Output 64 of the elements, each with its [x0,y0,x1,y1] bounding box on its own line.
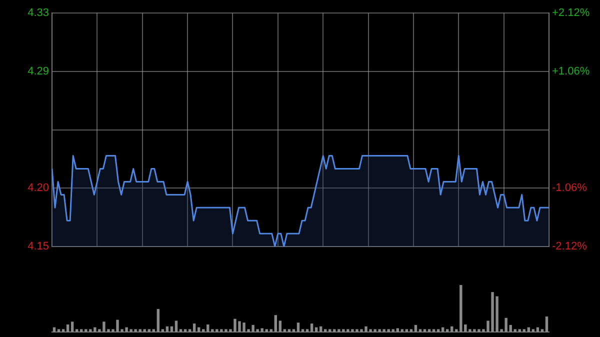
bar [57,329,60,332]
bar [333,329,336,332]
bar [392,329,394,332]
bar [75,329,78,332]
bar [450,326,454,332]
bar [143,329,146,332]
bar [148,329,150,332]
bar [292,329,296,332]
bar [274,315,278,332]
bar [418,329,422,332]
bar [161,329,164,332]
bar [265,329,268,332]
bar [428,329,431,332]
bar [310,324,314,332]
bar [179,329,182,332]
y2-tick-label: -1.06% [552,182,588,194]
bar [518,329,521,332]
bar [446,329,449,332]
bar [156,308,160,332]
y-tick-label: 4.33 [28,7,49,20]
bar [410,329,413,332]
bar [545,316,548,332]
bar [423,329,426,332]
y2-tick-label: -2.12% [552,240,588,253]
bar [296,322,300,332]
bar [455,329,458,332]
bar [432,329,436,332]
bar [400,329,404,332]
bar [192,324,196,332]
y-tick-label: 4.20 [28,182,49,194]
bar [70,322,74,332]
bar [152,329,156,332]
y-tick-label: 4.29 [28,65,49,78]
bar [66,324,70,332]
bar [283,329,286,332]
bar [174,320,178,332]
bar [288,329,291,332]
bar [328,329,332,332]
bar [306,329,309,332]
bar [270,329,272,332]
bar [436,329,440,332]
bar [170,326,174,332]
bar [206,324,210,332]
bar [514,329,516,332]
bar [84,329,88,332]
bar [202,329,205,332]
y2-tick-label: +1.06% [552,65,590,78]
bar [396,328,399,332]
y2-tick-label: +2.12% [552,7,590,20]
y-tick-label: 4.15 [28,240,49,253]
bar [319,326,322,332]
bar [301,329,304,332]
bar [540,329,544,332]
bar [405,329,408,332]
bar [414,324,418,332]
bar [278,320,282,332]
bar [532,329,535,332]
bar [324,329,327,332]
bar [62,329,65,332]
bar [184,329,187,332]
bar [522,329,526,332]
bar [166,326,169,332]
bar [80,329,83,332]
bar [188,329,192,332]
